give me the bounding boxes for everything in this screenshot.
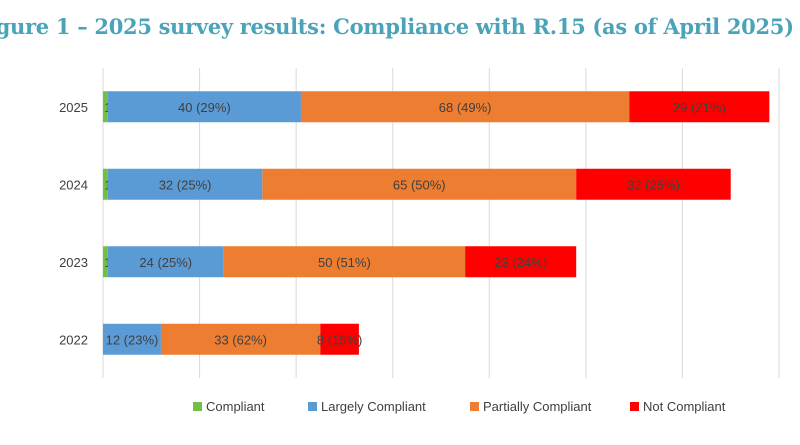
bar-segment <box>103 91 108 123</box>
bar-segment <box>103 246 108 278</box>
data-label: 50 (51%) <box>318 255 371 270</box>
category-label: 2025 <box>59 100 88 115</box>
bar-segment <box>107 246 224 278</box>
data-label: 23 (24%) <box>494 255 547 270</box>
data-label: 8 (15%) <box>317 332 363 347</box>
bar-segment <box>300 91 630 123</box>
legend-swatch <box>193 402 202 411</box>
data-label: 32 (25%) <box>627 177 680 192</box>
category-label: 2023 <box>59 255 88 270</box>
data-label: 29 (21%) <box>673 100 726 115</box>
bar-segment <box>320 323 359 355</box>
bar-segment <box>262 168 577 200</box>
bar-segment <box>576 168 731 200</box>
data-label: 40 (29%) <box>178 100 231 115</box>
data-label: 33 (62%) <box>214 332 267 347</box>
legend-label: Not Compliant <box>643 399 726 414</box>
bar-segment <box>107 168 263 200</box>
bar-segment <box>160 323 321 355</box>
legend-label: Partially Compliant <box>483 399 592 414</box>
data-label: 65 (50%) <box>393 177 446 192</box>
data-label: 12 (23%) <box>106 332 159 347</box>
legend-swatch <box>308 402 317 411</box>
data-label: 32 (25%) <box>159 177 212 192</box>
bar-segment <box>107 91 301 123</box>
data-label: 68 (49%) <box>439 100 492 115</box>
category-label: 2024 <box>59 177 88 192</box>
bar-segment <box>103 168 108 200</box>
data-label: 24 (25%) <box>139 255 192 270</box>
bar-segment <box>223 246 466 278</box>
bar-segment <box>629 91 770 123</box>
chart-title: igure 1 – 2025 survey results: Complianc… <box>0 14 794 39</box>
legend-label: Largely Compliant <box>321 399 426 414</box>
bar-segment <box>465 246 577 278</box>
legend-label: Compliant <box>206 399 265 414</box>
category-label: 2022 <box>59 332 88 347</box>
bar-segment <box>103 323 161 355</box>
legend-swatch <box>470 402 479 411</box>
legend-swatch <box>630 402 639 411</box>
